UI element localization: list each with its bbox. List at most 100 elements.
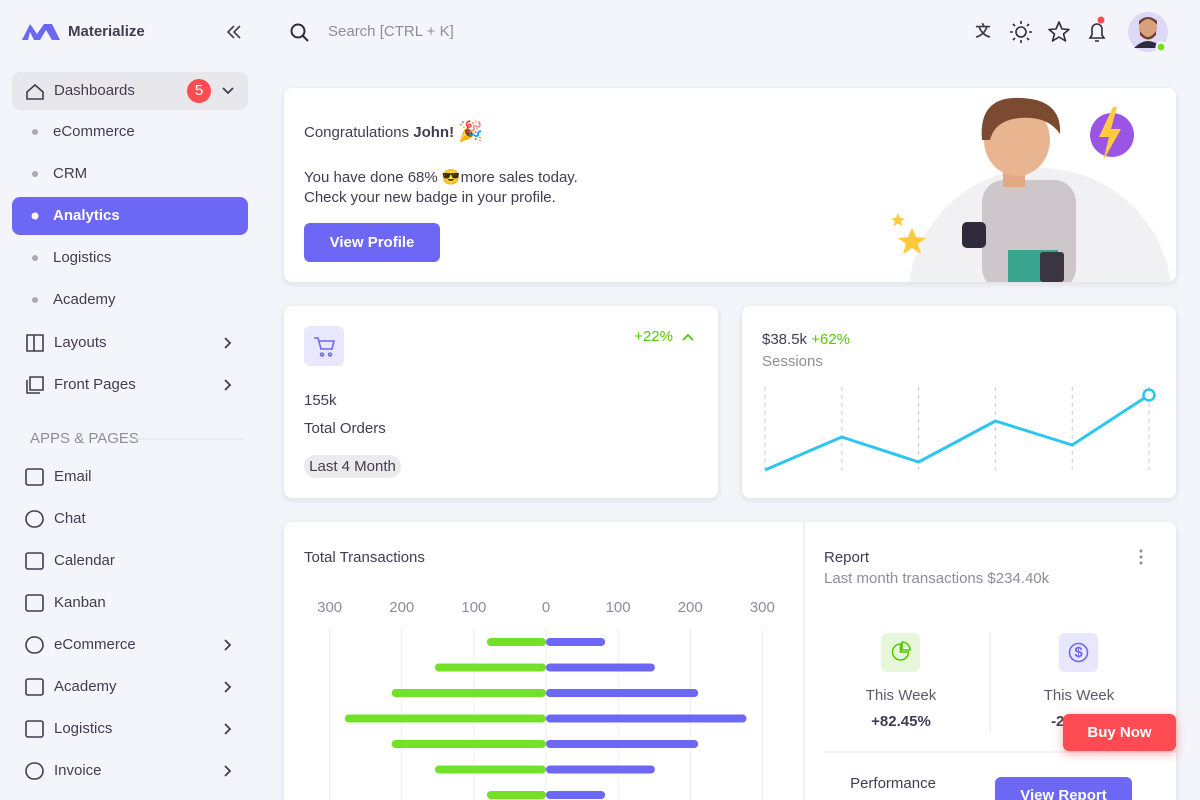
- notifications-icon[interactable]: [1088, 23, 1106, 42]
- menu-item[interactable]: Email: [54, 468, 92, 485]
- status-dot: [1155, 41, 1167, 53]
- x-tick-label: 100: [606, 599, 631, 616]
- x-tick-label: 300: [317, 599, 342, 616]
- theme-rays: [1010, 21, 1032, 43]
- x-tick-label: 200: [678, 599, 703, 616]
- menu-icon: [25, 678, 44, 696]
- menu-item[interactable]: Kanban: [54, 594, 106, 611]
- sessions-line: [764, 393, 1150, 472]
- active-item[interactable]: [12, 197, 248, 235]
- stat-label: Total Orders: [304, 420, 386, 437]
- bullet: [31, 212, 39, 220]
- emoji: 🎉: [458, 119, 483, 143]
- shortcuts-icon[interactable]: [1048, 21, 1070, 42]
- performance-label: Performance: [850, 775, 936, 792]
- search-icon[interactable]: [290, 23, 306, 39]
- search-icon-handle: [302, 35, 309, 42]
- avatar-beard: [1140, 31, 1156, 40]
- bar: [546, 740, 699, 748]
- button-label[interactable]: View Profile: [330, 234, 415, 251]
- submenu-item[interactable]: CRM: [53, 165, 87, 182]
- icon-box: [1059, 633, 1098, 672]
- translate-icon[interactable]: 文: [975, 22, 991, 40]
- star: [898, 228, 926, 254]
- change: +22%: [634, 328, 673, 345]
- up-icon: [682, 333, 694, 341]
- dollar-sign: $: [1074, 644, 1083, 661]
- welcome-card: Congratulations John! 🎉 You have done 68…: [284, 88, 1176, 282]
- avatar-hair: [1139, 17, 1157, 25]
- view-report-button[interactable]: [995, 777, 1132, 800]
- person-phone: [962, 222, 986, 248]
- person-hair: [981, 97, 1061, 140]
- value: $38.5k: [762, 331, 808, 348]
- bar: [546, 791, 606, 799]
- submenu-item[interactable]: eCommerce: [53, 123, 135, 140]
- theme-icon[interactable]: [1015, 26, 1027, 38]
- stat-label: This Week: [1044, 687, 1115, 704]
- avatar-body: [1134, 41, 1162, 48]
- bar: [344, 714, 546, 723]
- chip-label: Last 4 Month: [309, 458, 396, 475]
- buy-now-label[interactable]: Buy Now: [1087, 724, 1152, 741]
- bar: [391, 689, 546, 697]
- menu-icon: [25, 552, 44, 570]
- dashboards-row[interactable]: [12, 72, 248, 110]
- menu-item[interactable]: eCommerce: [54, 636, 136, 653]
- menu-icon: [25, 720, 44, 738]
- sessions-value: $38.5k +62%: [762, 331, 850, 348]
- x-tick-label: 300: [750, 599, 775, 616]
- sessions-label: Sessions: [762, 353, 823, 370]
- search-placeholder[interactable]: Search [CTRL + K]: [328, 23, 454, 40]
- view-profile-button[interactable]: [304, 223, 440, 262]
- bolt: [1099, 107, 1121, 161]
- chip: [304, 455, 401, 478]
- notification-dot: [1097, 16, 1105, 24]
- bar: [546, 689, 699, 697]
- chevron-down: [222, 87, 234, 95]
- home-icon: [26, 83, 44, 100]
- section-label: APPS & PAGES: [30, 430, 139, 447]
- submenu-item[interactable]: Academy: [53, 291, 116, 308]
- chevron-right: [224, 379, 232, 391]
- bar: [434, 663, 546, 672]
- menu-item[interactable]: Calendar: [54, 552, 115, 569]
- badge: [187, 79, 211, 103]
- menu-item[interactable]: Front Pages: [54, 376, 136, 393]
- menu-icon: [26, 376, 44, 394]
- card: [284, 522, 1176, 800]
- card: [742, 306, 1176, 498]
- bullet: [32, 129, 38, 135]
- stat-value: 155k: [304, 392, 337, 409]
- menu-item[interactable]: Academy: [54, 678, 117, 695]
- user-name: John!: [413, 124, 454, 141]
- menu-item[interactable]: Chat: [54, 510, 87, 527]
- collapse-icon[interactable]: [226, 25, 241, 39]
- buy-now-button[interactable]: [1063, 714, 1176, 751]
- button-label[interactable]: View Report: [1020, 787, 1106, 800]
- more-icon[interactable]: [1139, 549, 1143, 553]
- menu-label[interactable]: Dashboards: [54, 82, 135, 99]
- submenu-item[interactable]: Analytics: [53, 207, 120, 224]
- illustration: [891, 97, 1172, 282]
- bullet: [32, 297, 38, 303]
- change: +62%: [811, 331, 850, 348]
- chevron-right: [224, 723, 232, 735]
- submenu-item[interactable]: Logistics: [53, 249, 111, 266]
- menu-icon: [25, 468, 44, 486]
- x-tick-label: 200: [389, 599, 414, 616]
- chevron-right: [224, 639, 232, 651]
- stat-label: This Week: [866, 687, 937, 704]
- card-title: Total Transactions: [304, 549, 425, 566]
- menu-item[interactable]: Logistics: [54, 720, 112, 737]
- dollar-icon: [1068, 642, 1089, 663]
- menu-item[interactable]: Layouts: [54, 334, 107, 351]
- menu-icon: [26, 334, 44, 352]
- chevron-right: [224, 337, 232, 349]
- bullet: [32, 255, 38, 261]
- card-subtitle: Last month transactions $234.40k: [824, 570, 1050, 587]
- menu-item[interactable]: Invoice: [54, 762, 102, 779]
- greeting-text: Congratulations: [304, 124, 409, 141]
